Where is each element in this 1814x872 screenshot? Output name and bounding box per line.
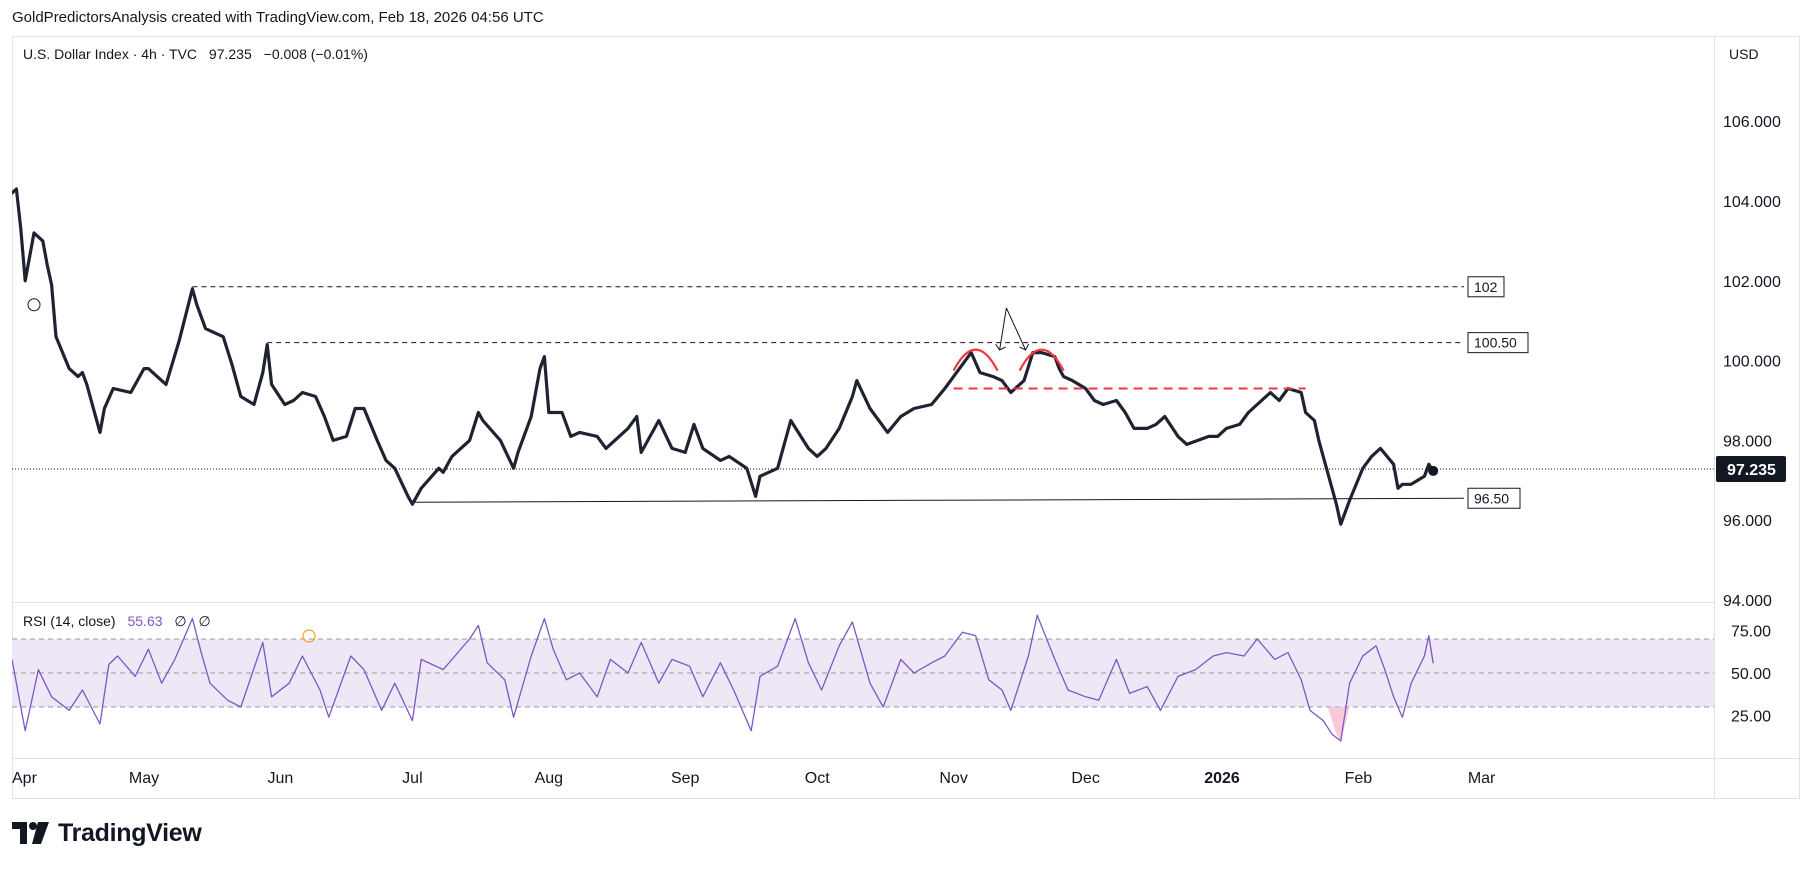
- tradingview-logo[interactable]: TradingView: [12, 818, 202, 848]
- double-top-pattern-layer: [27, 298, 1439, 476]
- level-line-2: [412, 497, 1465, 503]
- time-tick-1: May: [129, 770, 159, 787]
- time-tick-9: 2026: [1204, 770, 1240, 787]
- rsi-legend-value: 55.63: [127, 613, 162, 629]
- time-tick-8: Dec: [1071, 770, 1099, 787]
- price-tick-3: 100.000: [1723, 354, 1781, 371]
- time-tick-10: Feb: [1345, 770, 1373, 787]
- time-tick-6: Oct: [805, 770, 830, 787]
- last-price-tag-text: 97.235: [1727, 462, 1776, 479]
- double-top-arc-1: [1018, 348, 1065, 372]
- price-tick-5: 104.000: [1723, 194, 1781, 211]
- price-tick-2: 98.000: [1723, 433, 1772, 450]
- level-label-0: 102: [1474, 279, 1498, 295]
- rsi-line[interactable]: [12, 614, 1434, 742]
- rsi-tick-2: 75.00: [1731, 624, 1771, 641]
- top-arrow-head-left: [995, 343, 1006, 351]
- time-tick-3: Jul: [402, 770, 422, 787]
- last-price-dot: [1428, 465, 1439, 476]
- price-pane[interactable]: 102 100.50 96.50: [12, 187, 1714, 526]
- rsi-legend-label: RSI (14, close): [23, 613, 116, 629]
- level-label-1: 100.50: [1474, 335, 1517, 351]
- price-tick-0: 94.000: [1723, 593, 1772, 610]
- legend-symbol: U.S. Dollar Index · 4h · TVC: [23, 46, 197, 62]
- rsi-oversold-fill: [1327, 707, 1350, 741]
- tradingview-logo-text: TradingView: [58, 818, 202, 847]
- chart-frame: [12, 36, 1800, 799]
- attribution-header: GoldPredictorsAnalysis created with Trad…: [12, 9, 544, 26]
- early-point-marker: [27, 298, 41, 312]
- last-price-tag: 97.235: [1716, 456, 1786, 482]
- rsi-overbought-marker: [302, 629, 316, 643]
- rsi-tick-0: 25.00: [1731, 709, 1771, 726]
- price-tick-4: 102.000: [1723, 274, 1781, 291]
- rsi-legend-extra1: ∅: [174, 613, 186, 629]
- price-axis[interactable]: 94.000 96.000 98.000 100.000 102.000 104.000 1…: [1723, 114, 1781, 610]
- svg-text:U.S. Dollar Index · 4h · TVC: U.S. Dollar Index · 4h · TVC 97.235 −0.0…: [23, 46, 368, 62]
- top-arrows: [999, 307, 1027, 351]
- level-label-box-1: [1467, 332, 1529, 354]
- time-tick-11: Mar: [1468, 770, 1496, 787]
- horizontal-levels-layer: 102 100.50 96.50: [192, 276, 1529, 509]
- time-tick-4: Aug: [535, 770, 563, 787]
- level-label-box-2: [1467, 487, 1521, 509]
- time-tick-2: Jun: [268, 770, 294, 787]
- time-tick-7: Nov: [939, 770, 967, 787]
- svg-text:RSI (14, close) 55.63: RSI (14, close) 55.63 ∅ ∅: [23, 613, 211, 629]
- double-top-arc-0: [952, 348, 999, 372]
- rsi-legend[interactable]: RSI (14, close) 55.63 ∅ ∅: [23, 613, 211, 629]
- main-legend[interactable]: U.S. Dollar Index · 4h · TVC 97.235 −0.0…: [23, 46, 368, 62]
- legend-price: 97.235: [209, 46, 252, 62]
- rsi-tick-1: 50.00: [1731, 666, 1771, 683]
- tradingview-logo-icon: [12, 822, 49, 844]
- rsi-pane[interactable]: [12, 614, 1714, 742]
- rsi-axis[interactable]: 25.00 50.00 75.00: [1731, 624, 1771, 726]
- legend-change: −0.008 (−0.01%): [264, 46, 368, 62]
- level-label-2: 96.50: [1474, 490, 1509, 506]
- time-tick-5: Sep: [671, 770, 700, 787]
- level-label-box-0: [1467, 276, 1505, 298]
- currency-label[interactable]: USD: [1729, 46, 1759, 62]
- rsi-legend-extra2: ∅: [199, 613, 211, 629]
- time-axis[interactable]: Apr May Jun Jul Aug Sep Oct Nov Dec 2026 Feb Mar: [12, 770, 1496, 787]
- price-tick-1: 96.000: [1723, 513, 1772, 530]
- top-arrow-head-right: [1019, 343, 1030, 351]
- price-line[interactable]: [12, 187, 1435, 526]
- price-tick-6: 106.000: [1723, 114, 1781, 131]
- time-tick-0: Apr: [12, 770, 38, 787]
